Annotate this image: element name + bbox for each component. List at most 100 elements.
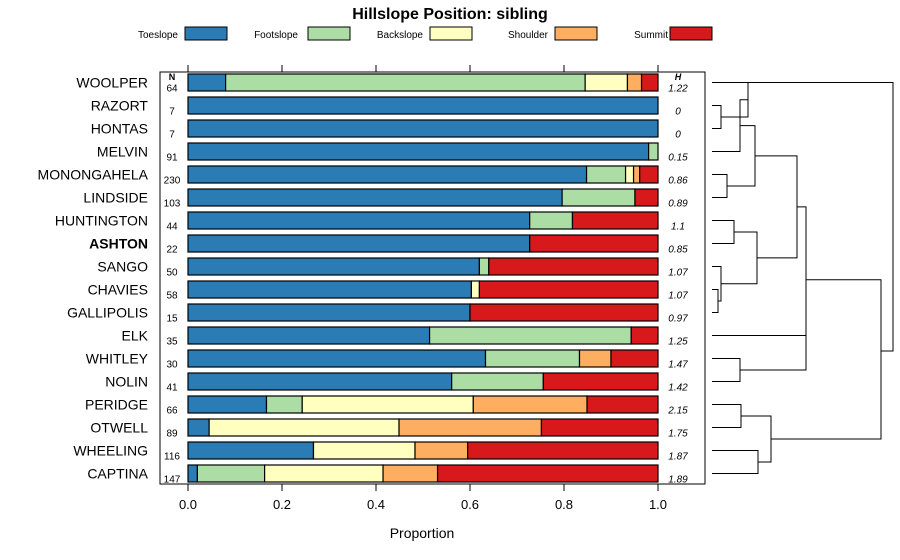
bar-segment-toeslope <box>187 303 471 322</box>
bar-segment-toeslope <box>187 372 453 391</box>
row-label: HUNTINGTON <box>55 213 148 229</box>
dendrogram <box>712 82 894 474</box>
row-n: 91 <box>166 153 178 164</box>
row-h: 1.47 <box>668 360 688 371</box>
row-label: WHITLEY <box>86 351 149 367</box>
row-label: PERIDGE <box>85 397 148 413</box>
row-h: 1.1 <box>671 222 685 233</box>
dendrogram-link <box>712 105 722 129</box>
bar-segment-footslope <box>428 326 632 345</box>
row-razort: RAZORT 7 0 <box>91 96 681 118</box>
dendrogram-link <box>727 125 756 187</box>
bar-segment-shoulder <box>382 464 439 483</box>
row-sango: SANGO 50 1.07 <box>97 257 688 279</box>
h-header: H <box>675 72 682 82</box>
dendrogram-link <box>771 279 882 440</box>
row-n: 7 <box>169 130 175 141</box>
bar-segment-shoulder <box>414 441 469 460</box>
row-h: 1.07 <box>668 291 688 302</box>
row-otwell: OTWELL 89 1.75 <box>90 418 688 440</box>
bar-segment-summit <box>571 211 659 230</box>
bar-segment-toeslope <box>187 211 531 230</box>
bar-segment-footslope <box>647 142 659 161</box>
bar-segment-backslope <box>312 441 416 460</box>
bar-segment-backslope <box>208 418 400 437</box>
bar-segment-footslope <box>478 257 490 276</box>
bar-segment-summit <box>630 326 659 345</box>
bar-segment-summit <box>436 464 659 483</box>
dendrogram-link <box>797 206 807 353</box>
row-n: 66 <box>166 406 178 417</box>
row-h: 1.75 <box>668 429 688 440</box>
x-tick-label: 0.2 <box>273 497 291 512</box>
row-label: LINDSIDE <box>83 190 148 206</box>
row-huntington: HUNTINGTON 44 1.1 <box>55 211 685 233</box>
bar-segment-toeslope <box>187 395 268 414</box>
bar-segment-toeslope <box>187 418 210 437</box>
row-label: GALLIPOLIS <box>67 305 148 321</box>
row-h: 1.87 <box>668 452 688 463</box>
bar-segment-shoulder <box>632 165 641 184</box>
bar-segment-toeslope <box>187 234 531 253</box>
bar-segment-footslope <box>225 73 586 92</box>
bar-segment-toeslope <box>187 73 227 92</box>
bar-segment-toeslope <box>187 142 650 161</box>
bar-segment-backslope <box>301 395 474 414</box>
n-header: N <box>169 72 176 82</box>
bar-segment-shoulder <box>578 349 612 368</box>
dendrogram-link <box>712 266 722 302</box>
row-n: 22 <box>166 245 178 256</box>
row-h: 0.86 <box>668 176 688 187</box>
bar-segment-summit <box>529 234 659 253</box>
legend-swatch-summit <box>669 26 713 41</box>
row-h: 1.89 <box>668 475 688 486</box>
dendrogram-link <box>712 335 807 371</box>
bar-segment-footslope <box>265 395 303 414</box>
dendrogram-link <box>712 450 759 474</box>
dendrogram-link <box>712 289 719 313</box>
row-n: 50 <box>166 268 178 279</box>
row-captina: CAPTINA 147 1.89 <box>87 464 688 486</box>
bar-segment-summit <box>469 303 659 322</box>
bar-segment-toeslope <box>187 441 315 460</box>
bar-segment-summit <box>542 372 659 391</box>
dendrogram-link <box>712 174 728 198</box>
dendrogram-link <box>712 220 735 244</box>
bar-segment-toeslope <box>187 257 480 276</box>
bar-segment-backslope <box>264 464 384 483</box>
x-tick-label: 0.4 <box>367 497 385 512</box>
row-h: 0.97 <box>668 314 688 325</box>
row-n: 30 <box>166 360 178 371</box>
x-tick-label: 0.6 <box>461 497 479 512</box>
dendrogram-link <box>712 404 742 428</box>
legend: Toeslope Footslope Backslope Shoulder Summit <box>138 26 713 41</box>
row-label: SANGO <box>97 259 148 275</box>
bar-segment-summit <box>540 418 659 437</box>
row-elk: ELK 35 1.25 <box>122 326 688 348</box>
legend-swatch-shoulder <box>554 26 598 41</box>
bar-segment-footslope <box>585 165 627 184</box>
bar-segment-toeslope <box>187 464 198 483</box>
bar-segment-toeslope <box>187 188 563 207</box>
bar-segment-backslope <box>470 280 481 299</box>
legend-swatch-footslope <box>307 26 351 41</box>
bar-segment-summit <box>639 165 659 184</box>
row-label: NOLIN <box>105 374 148 390</box>
row-n: 58 <box>166 291 178 302</box>
row-n: 230 <box>164 176 181 187</box>
dendrogram-link <box>755 155 798 259</box>
bar-segment-footslope <box>529 211 574 230</box>
row-h: 1.25 <box>668 337 688 348</box>
row-label: OTWELL <box>90 420 148 436</box>
row-label: HONTAS <box>91 121 148 137</box>
chart-rows: WOOLPER 64 1.22 RAZORT 7 0 HONTAS 7 0 MELVIN 91 0.1… <box>38 73 688 486</box>
dendrogram-root <box>712 82 894 352</box>
row-chavies: CHAVIES 58 1.07 <box>88 280 688 302</box>
legend-swatch-toeslope <box>184 26 228 41</box>
legend-label-shoulder: Shoulder <box>508 30 549 41</box>
bar-segment-shoulder <box>398 418 543 437</box>
row-nolin: NOLIN 41 1.42 <box>105 372 688 394</box>
bar-segment-footslope <box>484 349 581 368</box>
row-label: WOOLPER <box>76 75 148 91</box>
row-hontas: HONTAS 7 0 <box>91 119 681 141</box>
